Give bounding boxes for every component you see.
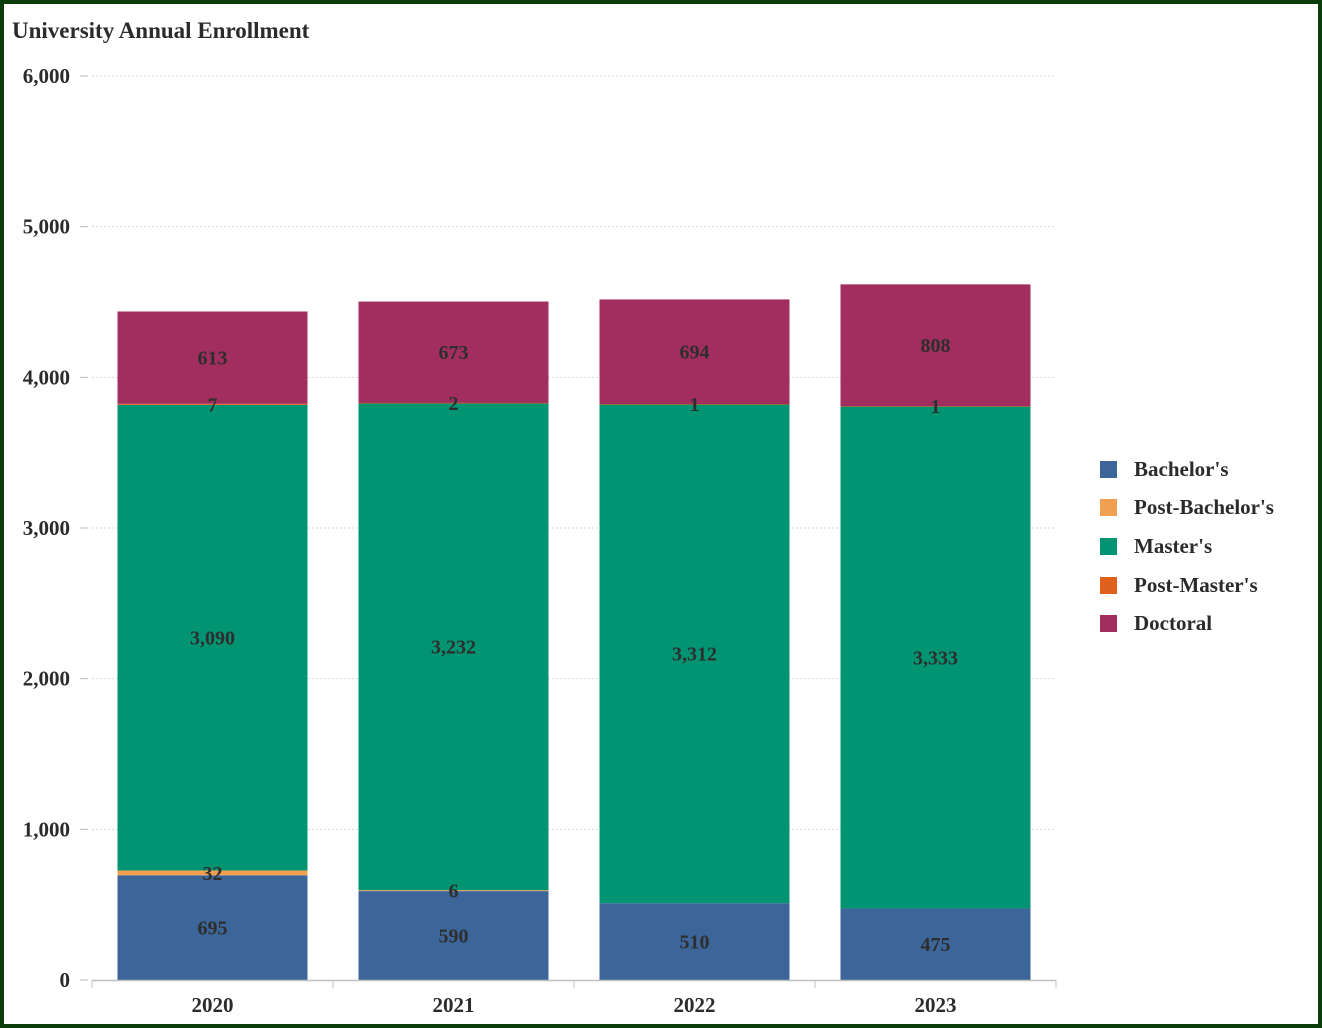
chart-title: University Annual Enrollment — [12, 18, 310, 43]
bar-segment — [599, 404, 790, 405]
legend-item[interactable]: Post-Master's — [1100, 566, 1274, 605]
legend-swatch — [1100, 499, 1117, 517]
legend-item[interactable]: Doctoral — [1100, 604, 1274, 643]
y-tick-label: 2,000 — [23, 667, 70, 691]
data-label: 613 — [198, 348, 228, 370]
x-tick-label: 2021 — [433, 993, 475, 1017]
bar-segment — [599, 903, 790, 980]
bars — [117, 284, 1031, 980]
data-label: 32 — [203, 863, 223, 885]
data-label: 808 — [921, 335, 951, 357]
legend-swatch — [1100, 460, 1117, 478]
bar-segment — [599, 404, 790, 904]
bar-segment — [358, 891, 549, 980]
bar-segment — [599, 299, 790, 405]
data-label: 6 — [449, 881, 459, 903]
bar-labels: 695 32 3,090 7 613 590 6 3,232 2 673 510 3,312 1 694 4… — [190, 335, 958, 956]
axes: 0 1,000 2,000 3,000 4,000 5,000 6,000 2020 2021 2… — [23, 64, 1057, 1017]
data-label: 1 — [690, 394, 700, 416]
bar-segment — [117, 403, 308, 405]
bar-segment — [117, 311, 308, 404]
legend-label: Bachelor's — [1134, 456, 1229, 481]
legend-swatch — [1100, 537, 1117, 555]
x-tick-label: 2020 — [192, 993, 234, 1017]
bar-segment — [117, 875, 308, 980]
legend-item[interactable]: Post-Bachelor's — [1100, 489, 1274, 528]
y-tick-label: 5,000 — [23, 215, 70, 239]
legend-swatch — [1100, 576, 1117, 594]
y-tick-label: 6,000 — [23, 64, 70, 88]
bar-segment — [840, 406, 1031, 407]
legend: Bachelor's Post-Bachelor's Master's Post-Ma… — [1100, 450, 1274, 643]
y-tick-label: 1,000 — [23, 817, 70, 841]
bar-segment — [117, 870, 308, 876]
x-tick-label: 2022 — [674, 993, 716, 1017]
legend-label: Master's — [1134, 533, 1213, 558]
bar-segment — [358, 301, 549, 403]
data-label: 2 — [449, 393, 459, 415]
bar-segment — [358, 890, 549, 892]
bar-segment — [358, 403, 549, 891]
data-label: 695 — [198, 918, 228, 940]
legend-label: Doctoral — [1134, 611, 1213, 636]
y-tick-label: 4,000 — [23, 365, 70, 389]
legend-item[interactable]: Master's — [1100, 527, 1274, 566]
data-label: 475 — [921, 934, 951, 956]
data-label: 3,312 — [672, 644, 717, 666]
data-label: 673 — [439, 342, 469, 364]
legend-item[interactable]: Bachelor's — [1100, 450, 1274, 489]
data-label: 3,090 — [190, 628, 235, 650]
x-tick-label: 2023 — [915, 993, 957, 1017]
bar-segment — [840, 908, 1031, 980]
bar-segment — [840, 284, 1031, 407]
data-label: 510 — [680, 932, 710, 954]
legend-label: Post-Bachelor's — [1134, 495, 1274, 520]
data-label: 3,232 — [431, 637, 476, 659]
data-label: 1 — [931, 396, 941, 418]
data-label: 3,333 — [913, 647, 958, 669]
bar-segment — [358, 402, 549, 404]
legend-swatch — [1100, 615, 1117, 633]
data-label: 7 — [208, 394, 218, 416]
bar-segment — [840, 406, 1031, 909]
bar-segment — [117, 404, 308, 871]
y-tick-label: 0 — [60, 968, 71, 992]
legend-label: Post-Master's — [1134, 572, 1258, 597]
y-tick-label: 3,000 — [23, 516, 70, 540]
data-label: 590 — [439, 926, 469, 948]
data-label: 694 — [680, 342, 710, 364]
